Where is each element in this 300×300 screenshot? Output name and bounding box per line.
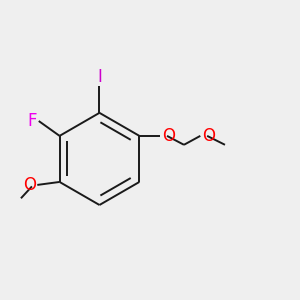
Text: O: O: [162, 127, 175, 145]
Text: O: O: [23, 176, 36, 194]
Text: F: F: [28, 112, 37, 130]
Text: I: I: [97, 68, 102, 86]
Text: O: O: [202, 127, 215, 145]
